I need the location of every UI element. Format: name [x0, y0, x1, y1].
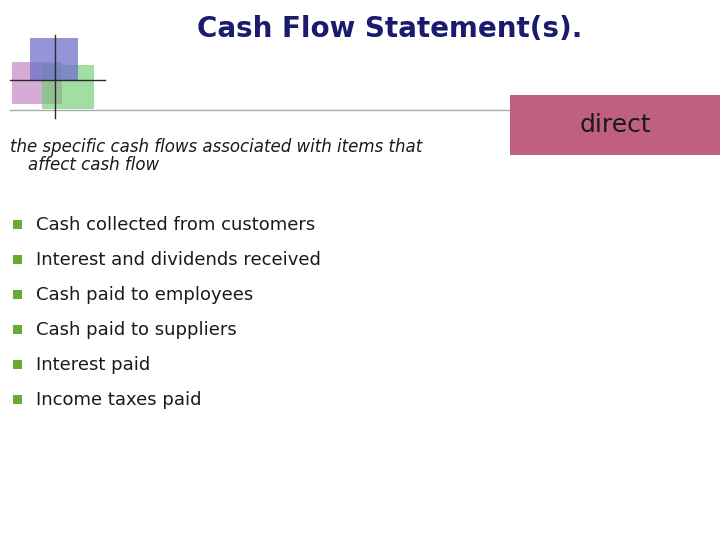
FancyBboxPatch shape	[13, 220, 22, 229]
FancyBboxPatch shape	[13, 395, 22, 404]
Text: affect cash flow: affect cash flow	[28, 156, 159, 174]
FancyBboxPatch shape	[30, 38, 78, 80]
Text: Interest and dividends received: Interest and dividends received	[36, 251, 321, 269]
FancyBboxPatch shape	[510, 95, 720, 155]
FancyBboxPatch shape	[12, 62, 62, 104]
Text: Cash Flow Statement(s).: Cash Flow Statement(s).	[197, 15, 582, 43]
FancyBboxPatch shape	[13, 255, 22, 264]
Text: Cash paid to suppliers: Cash paid to suppliers	[36, 321, 237, 339]
Text: Cash collected from customers: Cash collected from customers	[36, 216, 315, 234]
Text: Income taxes paid: Income taxes paid	[36, 391, 202, 409]
FancyBboxPatch shape	[13, 360, 22, 369]
Text: direct: direct	[579, 113, 651, 137]
Text: the specific cash flows associated with items that: the specific cash flows associated with …	[10, 138, 422, 156]
FancyBboxPatch shape	[13, 290, 22, 299]
FancyBboxPatch shape	[13, 325, 22, 334]
Text: Interest paid: Interest paid	[36, 356, 150, 374]
FancyBboxPatch shape	[42, 65, 94, 109]
Text: Cash paid to employees: Cash paid to employees	[36, 286, 253, 304]
